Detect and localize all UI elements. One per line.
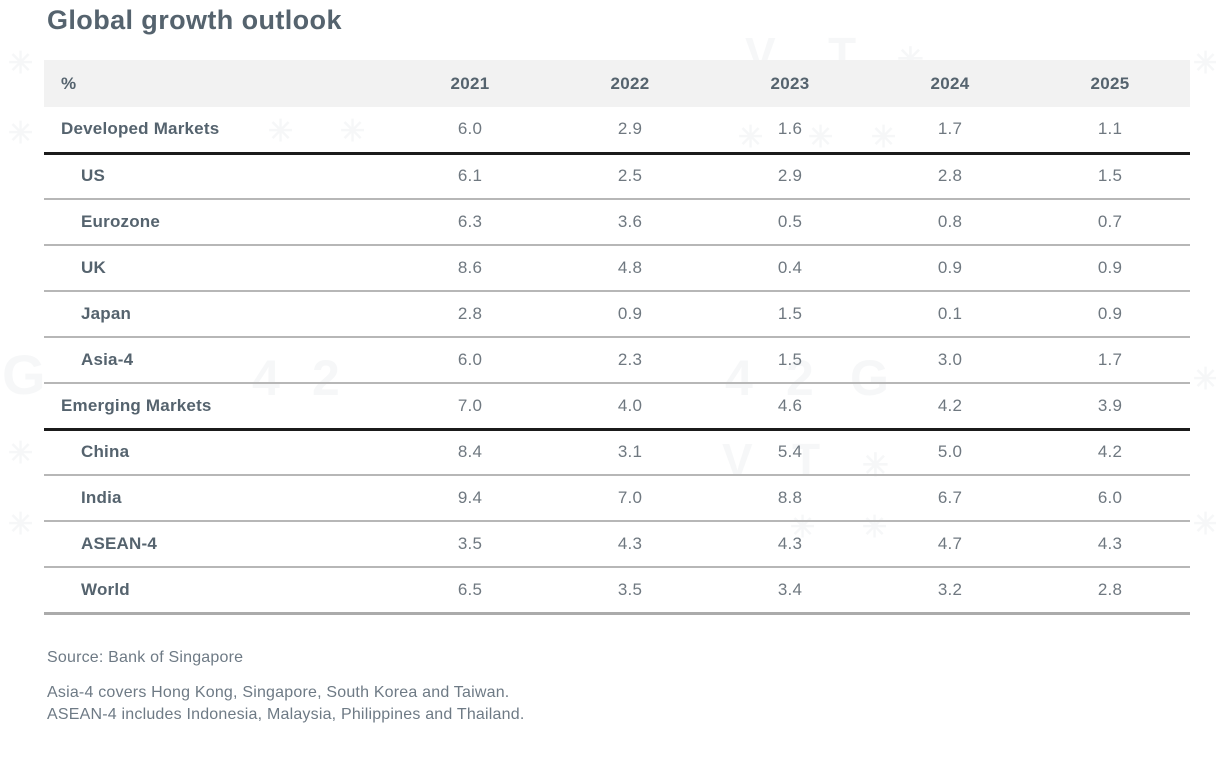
value-cell: 4.7 <box>870 521 1030 568</box>
column-header-year: 2022 <box>550 60 710 107</box>
value-cell: 8.6 <box>390 245 550 292</box>
table-row: UK 8.6 4.8 0.4 0.9 0.9 <box>44 245 1190 292</box>
report-figure: Global growth outlook % 2021 2022 2023 2024 2… <box>0 5 1216 726</box>
source-note: Source: Bank of Singapore <box>47 648 244 666</box>
value-cell: 4.8 <box>550 245 710 292</box>
growth-table-head: % 2021 2022 2023 2024 2025 <box>44 60 1190 107</box>
value-cell: 2.9 <box>710 153 870 200</box>
row-label: Japan <box>44 291 390 338</box>
table-row: US 6.1 2.5 2.9 2.8 1.5 <box>44 153 1190 200</box>
value-cell: 4.2 <box>1030 429 1190 476</box>
table-row: Japan 2.8 0.9 1.5 0.1 0.9 <box>44 291 1190 338</box>
value-cell: 1.1 <box>1030 107 1190 155</box>
value-cell: 9.4 <box>390 475 550 522</box>
growth-table-header-row: % 2021 2022 2023 2024 2025 <box>44 60 1190 107</box>
value-cell: 1.7 <box>1030 337 1190 384</box>
table-row: Eurozone 6.3 3.6 0.5 0.8 0.7 <box>44 199 1190 246</box>
column-header-year: 2024 <box>870 60 1030 107</box>
value-cell: 4.3 <box>550 521 710 568</box>
column-header-unit: % <box>44 60 390 107</box>
row-label: India <box>44 475 390 522</box>
table-row: Developed Markets 6.0 2.9 1.6 1.7 1.1 <box>44 107 1190 155</box>
footnotes: Asia-4 covers Hong Kong, Singapore, Sout… <box>47 682 1216 726</box>
growth-table-body: Developed Markets 6.0 2.9 1.6 1.7 1.1 US 6.1 2.5… <box>44 107 1190 615</box>
column-header-year: 2025 <box>1030 60 1190 107</box>
value-cell: 3.4 <box>710 567 870 615</box>
value-cell: 1.5 <box>1030 153 1190 200</box>
value-cell: 6.0 <box>390 337 550 384</box>
growth-table: % 2021 2022 2023 2024 2025 Developed Markets 6… <box>44 60 1190 615</box>
value-cell: 0.7 <box>1030 199 1190 246</box>
value-cell: 5.0 <box>870 429 1030 476</box>
value-cell: 6.3 <box>390 199 550 246</box>
value-cell: 3.2 <box>870 567 1030 615</box>
value-cell: 0.9 <box>870 245 1030 292</box>
column-header-year: 2021 <box>390 60 550 107</box>
value-cell: 6.5 <box>390 567 550 615</box>
value-cell: 1.6 <box>710 107 870 155</box>
table-row: ASEAN-4 3.5 4.3 4.3 4.7 4.3 <box>44 521 1190 568</box>
value-cell: 0.8 <box>870 199 1030 246</box>
row-label: Developed Markets <box>44 107 390 155</box>
value-cell: 0.5 <box>710 199 870 246</box>
table-row: Emerging Markets 7.0 4.0 4.6 4.2 3.9 <box>44 383 1190 431</box>
value-cell: 0.9 <box>550 291 710 338</box>
row-label: China <box>44 429 390 476</box>
value-cell: 1.5 <box>710 291 870 338</box>
footer: Source: Bank of Singapore Asia-4 covers … <box>47 649 1216 726</box>
value-cell: 2.8 <box>390 291 550 338</box>
value-cell: 2.9 <box>550 107 710 155</box>
table-row: China 8.4 3.1 5.4 5.0 4.2 <box>44 429 1190 476</box>
value-cell: 8.4 <box>390 429 550 476</box>
value-cell: 4.6 <box>710 383 870 431</box>
value-cell: 3.0 <box>870 337 1030 384</box>
value-cell: 3.1 <box>550 429 710 476</box>
value-cell: 1.7 <box>870 107 1030 155</box>
table-row: India 9.4 7.0 8.8 6.7 6.0 <box>44 475 1190 522</box>
page-title: Global growth outlook <box>47 5 342 35</box>
value-cell: 6.0 <box>390 107 550 155</box>
value-cell: 3.5 <box>390 521 550 568</box>
value-cell: 1.5 <box>710 337 870 384</box>
table-row: Asia-4 6.0 2.3 1.5 3.0 1.7 <box>44 337 1190 384</box>
value-cell: 7.0 <box>390 383 550 431</box>
row-label: Emerging Markets <box>44 383 390 431</box>
column-header-year: 2023 <box>710 60 870 107</box>
row-label: World <box>44 567 390 615</box>
row-label: Asia-4 <box>44 337 390 384</box>
value-cell: 2.5 <box>550 153 710 200</box>
table-row: World 6.5 3.5 3.4 3.2 2.8 <box>44 567 1190 615</box>
value-cell: 6.7 <box>870 475 1030 522</box>
row-label: ASEAN-4 <box>44 521 390 568</box>
value-cell: 5.4 <box>710 429 870 476</box>
value-cell: 4.2 <box>870 383 1030 431</box>
value-cell: 0.9 <box>1030 245 1190 292</box>
row-label: Eurozone <box>44 199 390 246</box>
footnote-asia4: Asia-4 covers Hong Kong, Singapore, Sout… <box>47 683 510 701</box>
value-cell: 0.4 <box>710 245 870 292</box>
value-cell: 0.1 <box>870 291 1030 338</box>
value-cell: 8.8 <box>710 475 870 522</box>
value-cell: 2.8 <box>1030 567 1190 615</box>
footnote-asean4: ASEAN-4 includes Indonesia, Malaysia, Ph… <box>47 705 525 723</box>
value-cell: 7.0 <box>550 475 710 522</box>
value-cell: 0.9 <box>1030 291 1190 338</box>
value-cell: 2.3 <box>550 337 710 384</box>
value-cell: 3.6 <box>550 199 710 246</box>
value-cell: 4.0 <box>550 383 710 431</box>
value-cell: 4.3 <box>710 521 870 568</box>
row-label: US <box>44 153 390 200</box>
value-cell: 4.3 <box>1030 521 1190 568</box>
value-cell: 3.5 <box>550 567 710 615</box>
value-cell: 2.8 <box>870 153 1030 200</box>
row-label: UK <box>44 245 390 292</box>
value-cell: 3.9 <box>1030 383 1190 431</box>
value-cell: 6.1 <box>390 153 550 200</box>
value-cell: 6.0 <box>1030 475 1190 522</box>
